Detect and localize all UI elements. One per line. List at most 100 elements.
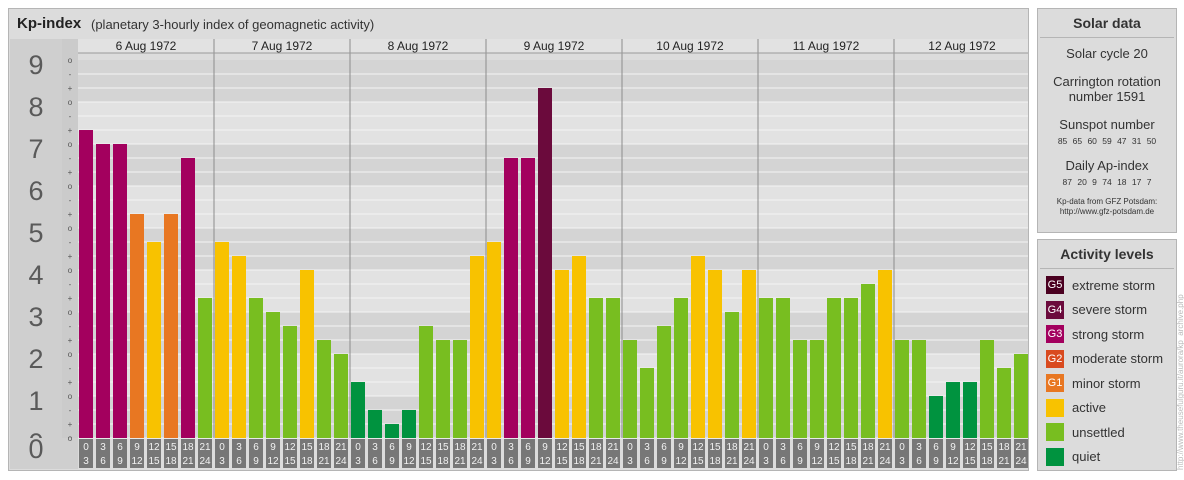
kp-bar — [640, 367, 654, 438]
activity-swatch: G4 — [1046, 300, 1064, 319]
time-bin-cell — [555, 439, 569, 468]
kp-bar — [929, 396, 943, 438]
time-bin-start: 6 — [253, 442, 259, 453]
time-bin-end: 18 — [301, 456, 313, 467]
day-label: 11 Aug 1972 — [793, 39, 860, 53]
activity-levels-panel: Activity levels G5 extreme storm G4 severe … — [1037, 239, 1177, 471]
time-bin-cell — [181, 439, 195, 468]
time-bin-end: 21 — [862, 456, 874, 467]
carrington-line-2: number 1591 — [1068, 89, 1146, 104]
kp-bar — [725, 312, 739, 438]
activity-label: severe storm — [1072, 302, 1148, 317]
time-bin-start: 9 — [814, 442, 820, 453]
time-bin-cell — [912, 439, 926, 468]
time-bin-start: 3 — [372, 442, 378, 453]
kp-bar — [385, 424, 399, 438]
activity-panel-title: Activity levels — [1040, 240, 1174, 269]
time-bin-start: 3 — [236, 442, 242, 453]
time-bin-start: 9 — [678, 442, 684, 453]
time-bin-start: 9 — [406, 442, 412, 453]
time-bin-cell — [453, 439, 467, 468]
y-tick-label: 7 — [28, 134, 43, 164]
y-label-column — [10, 39, 62, 438]
time-bin-cell — [827, 439, 841, 468]
time-bin-end: 6 — [100, 456, 106, 467]
minor-tick-label: o — [68, 392, 73, 401]
minor-tick-label: - — [69, 406, 72, 415]
time-bin-start: 12 — [556, 442, 568, 453]
time-bin-start: 21 — [743, 442, 755, 453]
time-bin-end: 18 — [573, 456, 585, 467]
time-bin-end: 12 — [403, 456, 415, 467]
time-bin-cell — [283, 439, 297, 468]
minor-tick-label: - — [69, 112, 72, 121]
activity-label: strong storm — [1072, 326, 1145, 342]
time-bin-end: 21 — [182, 456, 194, 467]
time-bin-cell — [572, 439, 586, 468]
time-bin-start: 12 — [692, 442, 704, 453]
time-bin-start: 18 — [182, 442, 194, 453]
kp-bar — [759, 298, 773, 438]
activity-label: active — [1072, 400, 1106, 415]
day-label: 10 Aug 1972 — [656, 39, 724, 53]
sunspot-title: Sunspot number — [1059, 117, 1155, 132]
time-bin-start: 18 — [862, 442, 874, 453]
kp-bar — [589, 298, 603, 438]
time-bin-start: 9 — [134, 442, 140, 453]
activity-level-extreme-storm: G5 extreme storm — [1046, 275, 1155, 295]
y-tick-label: 1 — [28, 386, 43, 416]
time-bin-start: 6 — [117, 442, 123, 453]
time-bin-cell — [164, 439, 178, 468]
minor-tick-label: o — [68, 182, 73, 191]
time-bin-end: 9 — [661, 456, 667, 467]
y-label-zero-area — [10, 438, 78, 469]
activity-swatch: G1 — [1046, 374, 1064, 392]
kp-bar — [215, 241, 229, 438]
time-bin-end: 3 — [491, 456, 497, 467]
time-bin-end: 3 — [627, 456, 633, 467]
kp-bar — [674, 298, 688, 438]
time-bin-end: 21 — [998, 456, 1010, 467]
kp-bar — [606, 298, 620, 438]
time-bin-end: 18 — [845, 456, 857, 467]
time-bin-cell — [504, 439, 518, 468]
time-bin-cell — [878, 439, 892, 468]
activity-label: extreme storm — [1072, 277, 1156, 293]
kp-index-panel: 6 Aug 1972 7 Aug 1972 8 Aug 1972 9 Aug 1972… — [8, 8, 1029, 471]
time-bin-end: 6 — [916, 456, 922, 467]
time-bin-cell — [759, 439, 773, 468]
time-bin-start: 15 — [709, 442, 721, 453]
time-bin-start: 3 — [916, 442, 922, 453]
time-bin-start: 0 — [491, 442, 497, 453]
time-bin-end: 12 — [267, 456, 279, 467]
kp-bar — [317, 340, 331, 438]
time-bin-start: 0 — [763, 442, 769, 453]
time-bin-start: 6 — [933, 442, 939, 453]
time-bin-end: 24 — [1015, 456, 1027, 467]
day-label: 12 Aug 1972 — [928, 39, 996, 53]
chart-title: Kp-index — [17, 15, 82, 32]
sunspot-values: 85 65 60 59 47 31 50 — [1057, 136, 1157, 146]
time-bin-end: 6 — [372, 456, 378, 467]
solar-panel-title: Solar data — [1040, 9, 1174, 38]
time-bin-cell — [147, 439, 161, 468]
y-tick-label: 6 — [28, 176, 43, 206]
time-bin-start: 21 — [879, 442, 891, 453]
kp-bar — [912, 340, 926, 438]
time-bin-end: 24 — [743, 456, 755, 467]
kp-bar — [963, 382, 977, 438]
time-bin-start: 21 — [607, 442, 619, 453]
time-bin-end: 24 — [879, 456, 891, 467]
kp-bar — [232, 256, 246, 438]
time-bin-end: 18 — [437, 456, 449, 467]
time-bin-end: 15 — [284, 456, 296, 467]
time-bin-cell — [963, 439, 977, 468]
time-bin-cell — [113, 439, 127, 468]
kp-bar — [555, 270, 569, 438]
ap-index-values: 87 20 9 74 18 17 7 — [1062, 177, 1152, 187]
time-bin-end: 9 — [797, 456, 803, 467]
activity-swatch — [1046, 423, 1064, 441]
day-label: 8 Aug 1972 — [388, 39, 449, 53]
minor-tick-label: + — [68, 168, 73, 177]
time-bin-cell — [521, 439, 535, 468]
